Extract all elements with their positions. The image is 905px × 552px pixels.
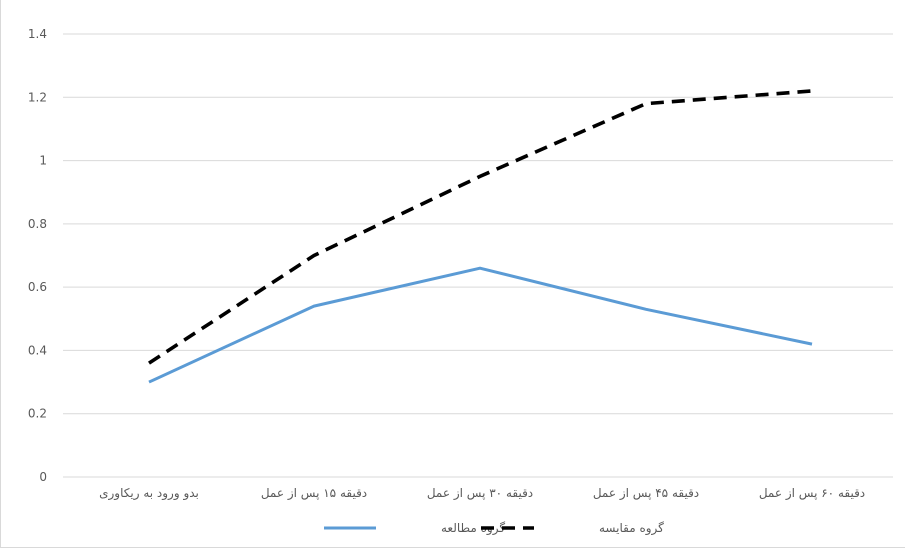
y-tick-label: 1.2 (28, 90, 47, 104)
legend-item: گروه مطالعه (324, 521, 505, 536)
x-tick-label: بدو ورود به ریکاوری (99, 486, 199, 501)
series-line-study-group (148, 266, 813, 384)
gridlines (63, 33, 893, 478)
x-tick-label: دقیقه ۶۰ پس از عمل (759, 486, 865, 501)
legend-item: گروه مقایسه (481, 521, 664, 536)
y-tick-label: 0.2 (28, 407, 47, 421)
legend: گروه مطالعه گروه مقایسه (324, 521, 664, 536)
y-tick-label: 0 (39, 470, 47, 484)
x-axis-tick-labels: بدو ورود به ریکاوری دقیقه ۱۵ پس از عمل دقی… (99, 486, 865, 501)
y-tick-label: 0.4 (28, 343, 47, 357)
legend-label: گروه مقایسه (599, 521, 664, 536)
x-tick-label: دقیقه ۱۵ پس از عمل (261, 486, 367, 501)
series-line-comparison-group (148, 89, 813, 365)
x-tick-label: دقیقه ۳۰ پس از عمل (427, 486, 533, 501)
y-tick-label: 0.6 (28, 280, 47, 294)
legend-label: گروه مطالعه (441, 521, 505, 536)
x-tick-label: دقیقه ۴۵ پس از عمل (593, 486, 699, 501)
y-tick-label: 1.4 (28, 27, 47, 41)
y-axis-tick-labels: 0 0.2 0.4 0.6 0.8 1 1.2 1.4 (28, 27, 47, 484)
y-tick-label: 1 (39, 154, 47, 168)
y-tick-label: 0.8 (28, 217, 47, 231)
series-lines (148, 89, 813, 384)
